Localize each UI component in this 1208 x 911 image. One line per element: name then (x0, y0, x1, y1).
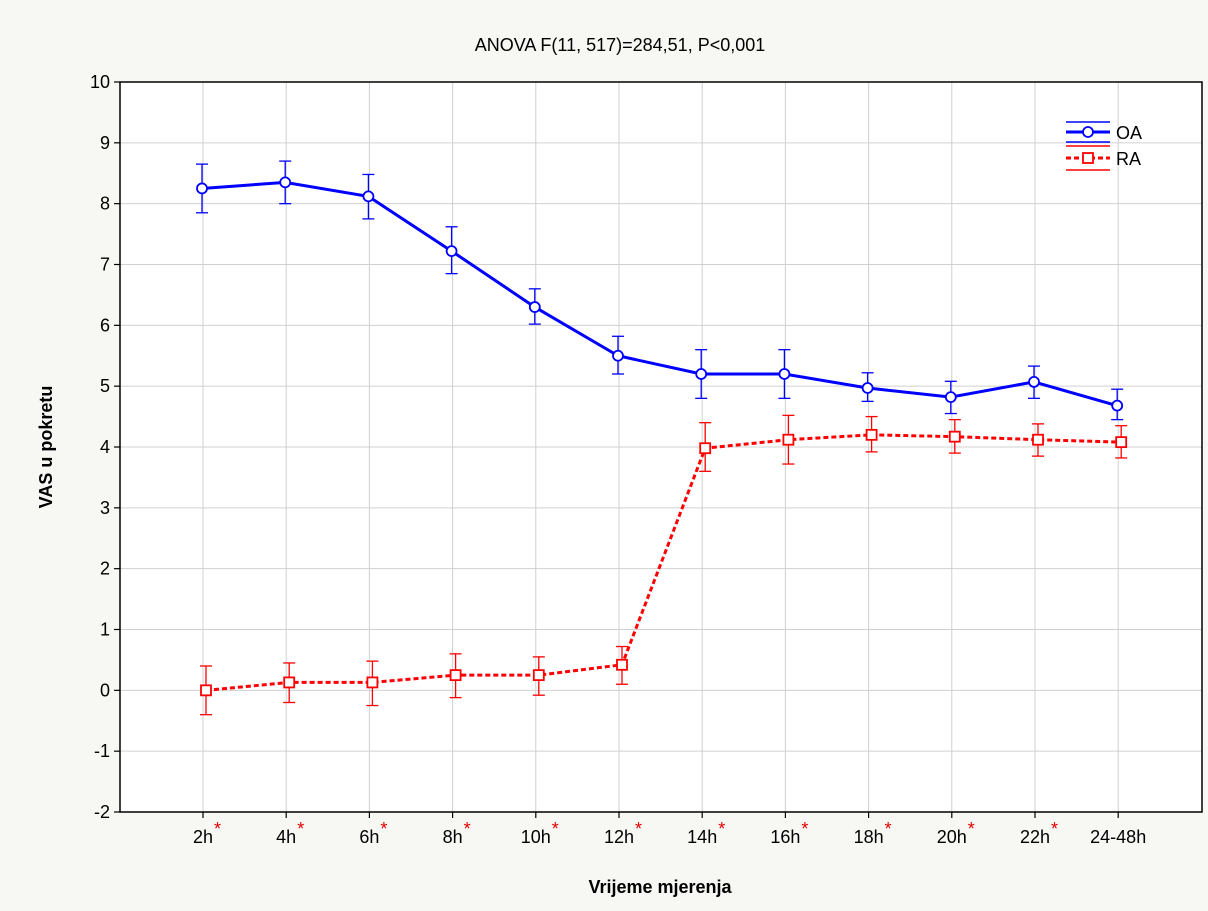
x-tick-label: 4h (276, 827, 296, 847)
x-tick-label: 10h (521, 827, 551, 847)
ra-point (865, 428, 878, 441)
oa-point (1111, 399, 1124, 412)
y-axis-title: VAS u pokretu (36, 386, 56, 509)
x-tick-label: 16h (770, 827, 800, 847)
y-tick-label: 6 (100, 315, 110, 335)
y-tick-label: 10 (90, 72, 110, 92)
series-oa (196, 160, 1124, 421)
x-axis-title: Vrijeme mjerenja (588, 877, 732, 897)
x-tick-label: 20h (937, 827, 967, 847)
legend-ra-marker (1082, 152, 1094, 164)
significance-marker: * (380, 819, 387, 839)
ra-point (449, 669, 462, 682)
oa-point (445, 245, 458, 258)
significance-marker: * (464, 819, 471, 839)
significance-marker: * (968, 819, 975, 839)
x-tick-label: 8h (443, 827, 463, 847)
significance-marker: * (635, 819, 642, 839)
oa-point (944, 391, 957, 404)
significance-marker: * (885, 819, 892, 839)
x-tick-label: 2h (193, 827, 213, 847)
oa-point (279, 176, 292, 189)
significance-marker: * (297, 819, 304, 839)
legend-oa-marker (1082, 126, 1094, 138)
y-tick-label: 7 (100, 255, 110, 275)
legend-entry-ra: RA (1066, 145, 1141, 171)
ra-point (1032, 433, 1044, 446)
ra-point (616, 658, 628, 671)
y-tick-label: 3 (100, 498, 110, 518)
oa-point (196, 182, 208, 195)
y-tick-label: 8 (100, 194, 110, 214)
y-tick-label: 1 (100, 620, 110, 640)
y-tick-label: 4 (100, 437, 110, 457)
ra-point (200, 684, 212, 697)
significance-marker: * (214, 819, 221, 839)
legend-label-oa: OA (1116, 123, 1142, 143)
ra-point (782, 433, 795, 446)
x-tick-label: 18h (854, 827, 884, 847)
ra-point (532, 669, 545, 682)
significance-marker: * (552, 819, 559, 839)
y-tick-label: 0 (100, 680, 110, 700)
oa-point (1028, 376, 1040, 388)
significance-marker: * (718, 819, 725, 839)
x-axis-ticks: 2h * 4h * 6h * 8h * 10h * 12h * 14h * 16h * 18h * 20h * 22h *… (193, 812, 1146, 847)
ra-line (205, 433, 1122, 692)
legend-label-ra: RA (1116, 149, 1141, 169)
significance-marker: * (801, 819, 808, 839)
x-tick-label: 6h (359, 827, 379, 847)
y-axis-ticks: -2 -1 0 1 2 3 4 5 6 7 8 9 10 (90, 72, 120, 822)
ra-point (948, 430, 961, 443)
y-tick-label: -2 (94, 802, 110, 822)
oa-point (778, 368, 791, 380)
legend-entry-oa: OA (1066, 121, 1142, 143)
ra-point (1115, 436, 1128, 449)
ra-point (699, 442, 712, 455)
x-tick-label: 22h (1020, 827, 1050, 847)
y-tick-label: 9 (100, 133, 110, 153)
oa-point (612, 349, 624, 362)
y-tick-label: -1 (94, 741, 110, 761)
x-tick-label: 14h (687, 827, 717, 847)
y-tick-label: 2 (100, 559, 110, 579)
oa-point (861, 382, 874, 394)
grid (120, 81, 1202, 813)
series-layer (196, 160, 1128, 716)
legend: OA RA (1066, 121, 1142, 171)
series-ra (200, 414, 1128, 716)
significance-marker: * (1051, 819, 1058, 839)
chart-title: ANOVA F(11, 517)=284,51, P<0,001 (475, 35, 766, 55)
oa-line (201, 180, 1118, 408)
ra-point (366, 676, 379, 689)
y-tick-label: 5 (100, 376, 110, 396)
x-tick-label: 24-48h (1090, 827, 1146, 847)
x-tick-label: 12h (604, 827, 634, 847)
oa-point (695, 368, 708, 380)
oa-point (528, 301, 541, 313)
ra-point (283, 676, 296, 689)
oa-point (362, 190, 375, 203)
